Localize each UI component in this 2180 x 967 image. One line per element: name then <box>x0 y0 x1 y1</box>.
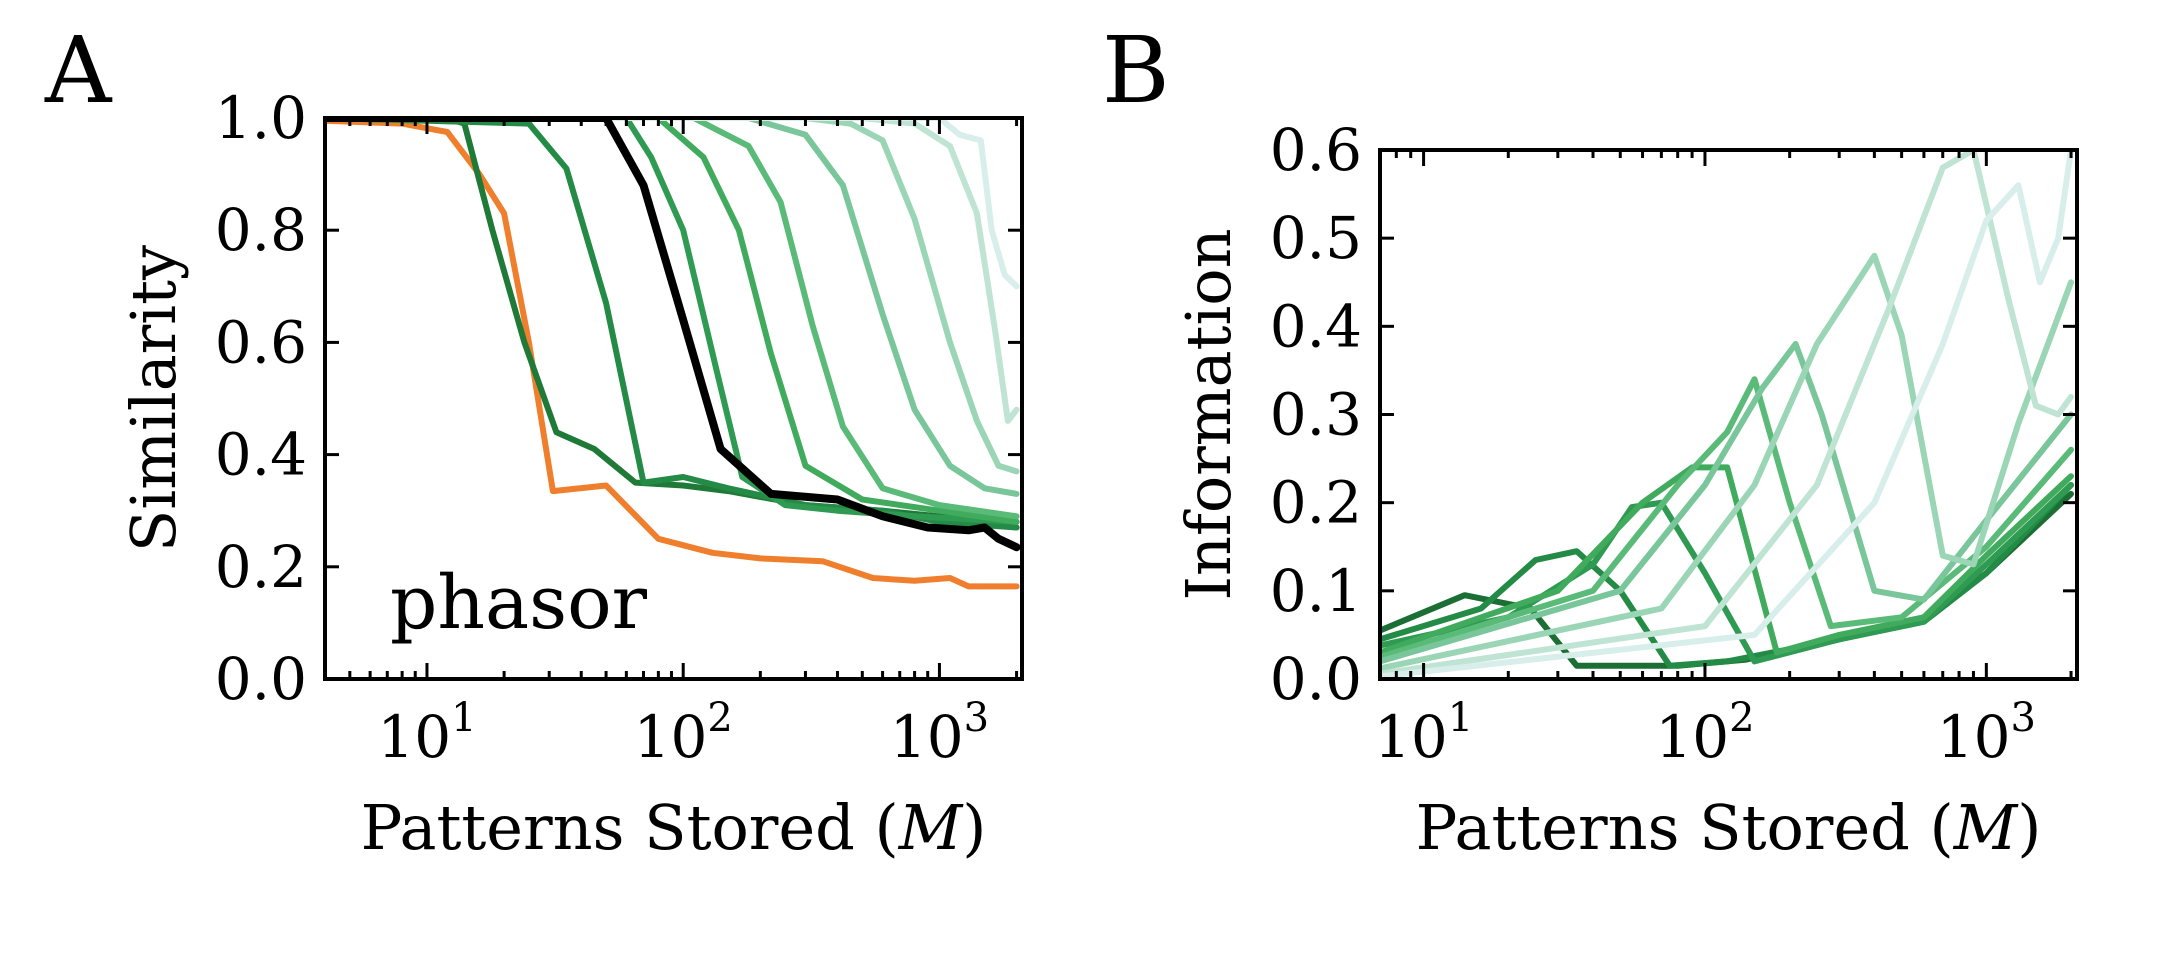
y-axis-label: Information <box>1172 228 1245 600</box>
panel-a-letter: A <box>44 17 113 124</box>
x-tick-label: 102 <box>1655 695 1754 771</box>
x-axis-label: Patterns Stored (M) <box>361 791 987 864</box>
y-tick-label: 0.6 <box>215 308 307 376</box>
x-tick-label: 103 <box>1937 695 2036 771</box>
y-tick-label: 0.0 <box>215 645 307 713</box>
phasor-annotation: phasor <box>390 560 648 646</box>
series-line-green-5 <box>325 118 1020 520</box>
x-axis-label: Patterns Stored (M) <box>1416 791 2042 864</box>
series-line-green-7 <box>325 118 1020 475</box>
series-line-green-2 <box>325 118 1020 531</box>
series-line-orange <box>325 118 1020 590</box>
y-tick-label: 0.1 <box>1270 557 1362 625</box>
series-line-black <box>325 118 1021 552</box>
x-tick-label: 101 <box>377 695 476 771</box>
y-tick-label: 0.0 <box>1270 645 1362 713</box>
y-tick-label: 0.5 <box>1270 204 1362 272</box>
plot-frame <box>323 116 1024 681</box>
y-tick-label: 0.6 <box>1270 116 1362 184</box>
series-line-green-4 <box>1380 464 2074 656</box>
chart-a: 0.0 0.2 0.4 0.6 0.8 1.0 101 102 103 Patterns Stor… <box>117 84 1024 864</box>
series-group <box>325 118 1021 590</box>
y-tick-label: 0.8 <box>215 196 307 264</box>
series-line-green-9 <box>325 118 1020 290</box>
series-line-green-9 <box>1380 150 2074 679</box>
y-tick-label: 0.4 <box>1270 292 1362 360</box>
y-tick-label: 0.4 <box>215 421 307 489</box>
series-line-green-7 <box>1380 252 2074 672</box>
series-line-green-3 <box>325 118 1020 525</box>
series-line-green-4 <box>325 118 1020 525</box>
y-tick-label: 1.0 <box>215 84 307 152</box>
x-tick-label: 103 <box>890 695 989 771</box>
y-axis-label: Similarity <box>117 245 190 552</box>
panel-b-letter: B <box>1102 17 1170 124</box>
x-tick-label: 101 <box>1374 695 1473 771</box>
series-group <box>1380 150 2074 679</box>
y-tick-label: 0.3 <box>1270 381 1362 449</box>
series-line-green-6 <box>325 118 1020 497</box>
chart-b: 0.0 0.1 0.2 0.3 0.4 0.5 0.6 101 102 103 Patterns S… <box>1172 116 2079 864</box>
y-tick-label: 0.2 <box>215 533 307 601</box>
x-tick-label: 102 <box>634 695 733 771</box>
y-tick-label: 0.2 <box>1270 469 1362 537</box>
series-line-green-1 <box>325 118 1020 531</box>
series-line-green-8 <box>1380 150 2074 677</box>
